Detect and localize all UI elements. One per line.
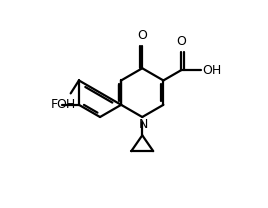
Text: F: F xyxy=(51,98,58,111)
Text: N: N xyxy=(139,118,148,131)
Text: O: O xyxy=(137,29,147,42)
Text: OH: OH xyxy=(202,64,221,77)
Text: OH: OH xyxy=(56,98,75,110)
Text: O: O xyxy=(176,35,186,48)
